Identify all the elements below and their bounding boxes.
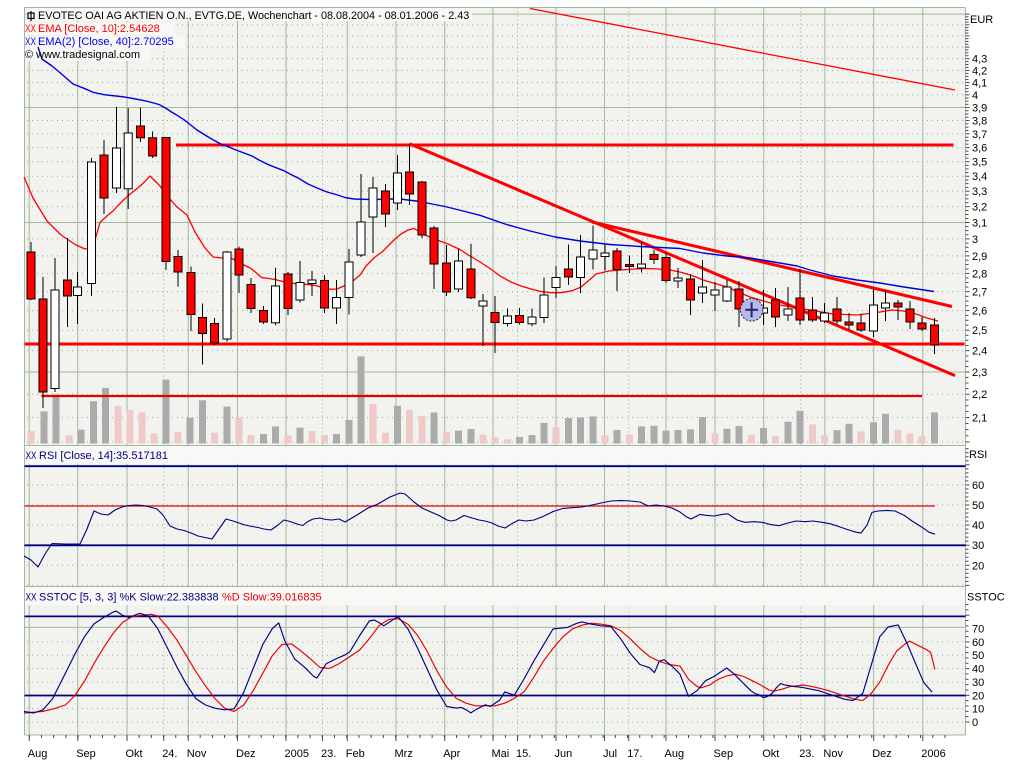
svg-text:XX: XX [26, 592, 37, 604]
svg-text:Dez: Dez [236, 748, 256, 760]
svg-text:3,5: 3,5 [972, 157, 987, 169]
svg-text:SSTOC [5, 3, 3] %K Slow:22.383: SSTOC [5, 3, 3] %K Slow:22.383838 [39, 592, 219, 604]
svg-text:Jun: Jun [555, 748, 573, 760]
svg-text:4,2: 4,2 [972, 65, 987, 77]
svg-text:40: 40 [972, 664, 984, 676]
svg-text:XX: XX [25, 36, 36, 48]
svg-text:© www.tradesignal.com: © www.tradesignal.com [25, 49, 140, 61]
svg-text:10: 10 [972, 704, 984, 716]
svg-text:Aug: Aug [665, 748, 685, 760]
svg-text:17.: 17. [627, 748, 642, 760]
svg-text:EMA(2) [Close, 40]:2.70295: EMA(2) [Close, 40]:2.70295 [38, 36, 174, 48]
svg-text:40: 40 [972, 520, 984, 532]
svg-text:XX: XX [26, 450, 37, 462]
svg-text:60: 60 [972, 480, 984, 492]
svg-text:Sep: Sep [76, 748, 96, 760]
svg-text:3,7: 3,7 [972, 129, 987, 141]
svg-text:Feb: Feb [346, 748, 365, 760]
svg-text:2,4: 2,4 [972, 346, 987, 358]
svg-text:EVOTEC OAI AG AKTIEN O.N., EVT: EVOTEC OAI AG AKTIEN O.N., EVTG.DE, Woch… [38, 10, 469, 22]
svg-text:3,3: 3,3 [972, 186, 987, 198]
svg-text:Jul: Jul [603, 748, 617, 760]
svg-text:EMA [Close, 10]:2.54628: EMA [Close, 10]:2.54628 [38, 23, 160, 35]
svg-text:RSI [Close, 14]:35.517181: RSI [Close, 14]:35.517181 [39, 450, 168, 462]
svg-text:24.: 24. [162, 748, 177, 760]
svg-text:20: 20 [972, 560, 984, 572]
svg-text:3,8: 3,8 [972, 116, 987, 128]
svg-text:2005: 2005 [285, 748, 309, 760]
svg-text:EUR: EUR [970, 14, 993, 26]
svg-text:3,1: 3,1 [972, 218, 987, 230]
svg-text:Okt: Okt [762, 748, 779, 760]
svg-text:3,6: 3,6 [972, 143, 987, 155]
svg-text:Sep: Sep [714, 748, 734, 760]
svg-text:4,3: 4,3 [972, 54, 987, 66]
svg-text:4: 4 [972, 90, 978, 102]
svg-text:50: 50 [972, 500, 984, 512]
svg-text:Dez: Dez [872, 748, 892, 760]
svg-text:%D Slow:39.016835: %D Slow:39.016835 [222, 592, 322, 604]
svg-text:4,1: 4,1 [972, 78, 987, 90]
svg-text:RSI: RSI [969, 449, 987, 461]
svg-text:3,9: 3,9 [972, 103, 987, 115]
svg-text:23.: 23. [321, 748, 336, 760]
svg-text:2,2: 2,2 [972, 389, 987, 401]
svg-text:50: 50 [972, 650, 984, 662]
svg-text:3,4: 3,4 [972, 171, 987, 183]
svg-text:3: 3 [972, 234, 978, 246]
svg-text:XX: XX [25, 23, 36, 35]
svg-text:20: 20 [972, 690, 984, 702]
svg-text:Okt: Okt [126, 748, 143, 760]
svg-text:2006: 2006 [921, 748, 945, 760]
svg-text:30: 30 [972, 540, 984, 552]
svg-text:15.: 15. [516, 748, 531, 760]
svg-text:Nov: Nov [823, 748, 843, 760]
svg-text:2,1: 2,1 [972, 413, 987, 425]
svg-text:2,6: 2,6 [972, 306, 987, 318]
svg-text:2,8: 2,8 [972, 269, 987, 281]
svg-text:2,5: 2,5 [972, 325, 987, 337]
svg-text:Mai: Mai [492, 748, 510, 760]
svg-text:60: 60 [972, 637, 984, 649]
svg-text:SSTOC: SSTOC [967, 592, 1005, 604]
svg-text:Apr: Apr [443, 748, 460, 760]
svg-text:70: 70 [972, 624, 984, 636]
svg-text:23.: 23. [799, 748, 814, 760]
svg-text:3,2: 3,2 [972, 202, 987, 214]
svg-text:2,9: 2,9 [972, 251, 987, 263]
svg-text:30: 30 [972, 677, 984, 689]
svg-text:2,3: 2,3 [972, 367, 987, 379]
svg-text:Aug: Aug [28, 748, 48, 760]
svg-text:2,7: 2,7 [972, 287, 987, 299]
svg-text:Mrz: Mrz [395, 748, 413, 760]
svg-text:0: 0 [972, 717, 978, 729]
svg-text:Nov: Nov [187, 748, 207, 760]
